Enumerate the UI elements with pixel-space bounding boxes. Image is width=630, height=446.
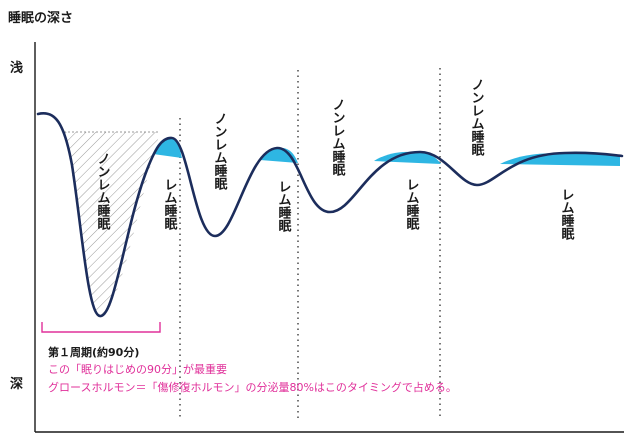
label-rem-2: レム睡眠 [276, 180, 292, 233]
rem-fill-4 [500, 153, 620, 166]
label-rem-1: レム睡眠 [162, 178, 178, 231]
label-rem-3: レム睡眠 [404, 178, 420, 231]
first-cycle-bracket [41, 322, 161, 333]
label-nonrem-3: ノンレム睡眠 [330, 98, 346, 177]
cycle-note-line1: この「眠りはじめの90分」が最重要 [48, 362, 227, 376]
label-nonrem-4: ノンレム睡眠 [469, 78, 485, 157]
label-rem-4-text: レム睡眠 [559, 188, 575, 241]
label-rem-4: レム睡眠 [559, 188, 575, 241]
axis-label-deep: 深 [10, 376, 23, 392]
label-nonrem-2-text: ノンレム睡眠 [212, 112, 228, 191]
first-cycle-hatch [64, 132, 160, 317]
cycle-note-line2: グロースホルモン＝「傷修復ホルモン」の分泌量80%はこのタイミングで占める。 [48, 380, 457, 394]
cycle-note-title: 第１周期(約90分) [48, 345, 139, 359]
label-nonrem-1-text: ノンレム睡眠 [95, 152, 111, 231]
chart-title: 睡眠の深さ [8, 10, 73, 26]
sleep-curve [36, 111, 624, 318]
label-nonrem-1: ノンレム睡眠 [95, 152, 111, 231]
label-rem-1-text: レム睡眠 [162, 178, 178, 231]
label-nonrem-3-text: ノンレム睡眠 [330, 98, 346, 177]
label-nonrem-4-text: ノンレム睡眠 [469, 78, 485, 157]
label-rem-2-text: レム睡眠 [276, 180, 292, 233]
axis-label-shallow: 浅 [10, 60, 23, 76]
label-rem-3-text: レム睡眠 [404, 178, 420, 231]
label-nonrem-2: ノンレム睡眠 [212, 112, 228, 191]
